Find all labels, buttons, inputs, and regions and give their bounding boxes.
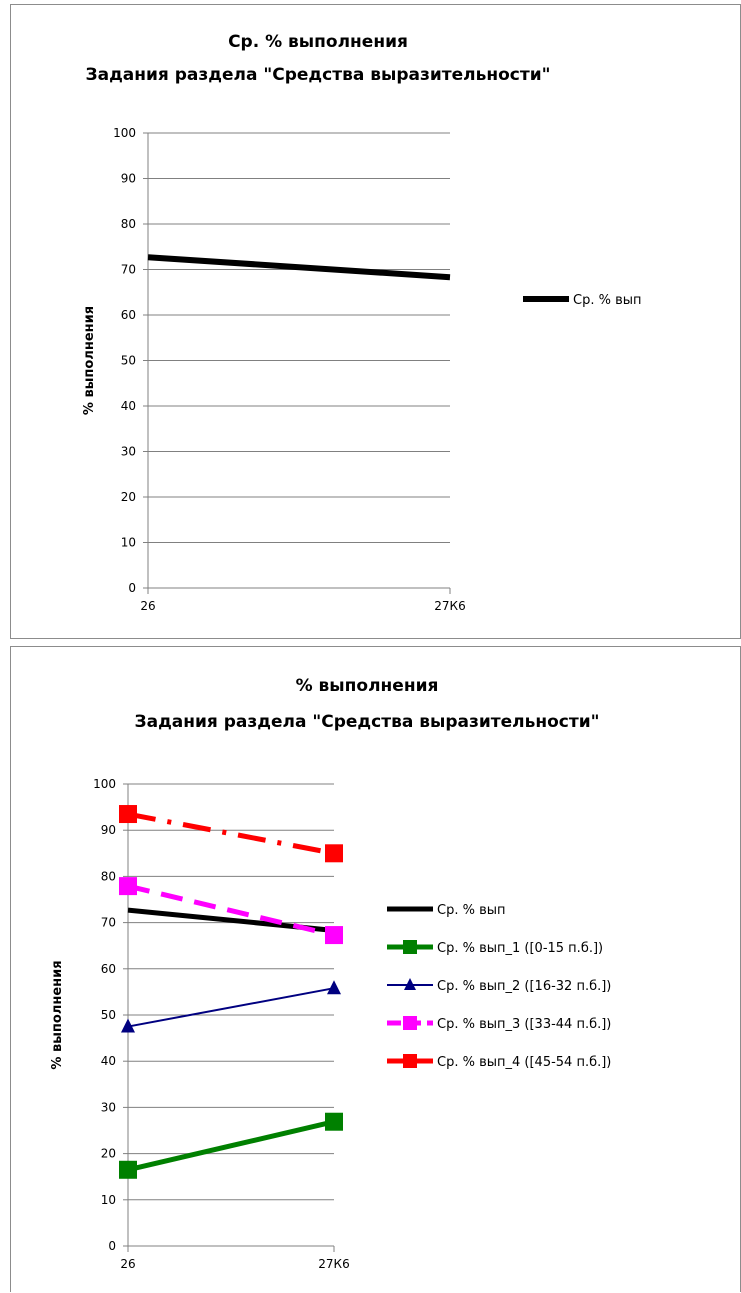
- y-tick-label: 40: [101, 1054, 116, 1068]
- y-tick-label: 30: [101, 1100, 116, 1114]
- chart-title: Ср. % выполнения: [228, 32, 408, 52]
- y-tick-label: 0: [108, 1239, 116, 1253]
- series-line: [127, 811, 335, 856]
- chart-2: % выполнения Задания раздела "Средства вы…: [50, 676, 611, 1271]
- y-tick-label: 80: [121, 217, 136, 231]
- chart-1: Ср. % выполнения Задания раздела "Средств…: [82, 32, 642, 613]
- chart-panel-1: Ср. % выполнения Задания раздела "Средств…: [10, 4, 741, 639]
- data-point: [119, 877, 137, 896]
- data-point: [325, 844, 343, 863]
- data-point: [325, 926, 343, 945]
- y-tick-label: 50: [121, 354, 136, 368]
- y-tick-label: 100: [93, 777, 116, 791]
- legend-label: Ср. % вып_4 ([45-54 п.б.]): [437, 1055, 611, 1070]
- y-tick-label: 60: [101, 962, 116, 976]
- y-axis-label: % выполнения: [50, 960, 65, 1069]
- legend-marker: [403, 1016, 417, 1030]
- chart-subtitle: Задания раздела "Средства выразительност…: [135, 712, 600, 732]
- y-tick-label: 80: [101, 869, 116, 883]
- y-tick-label: 60: [121, 308, 136, 322]
- series-line: [127, 883, 335, 938]
- data-point: [327, 980, 341, 995]
- legend-label: Ср. % вып_1 ([0-15 п.б.]): [437, 941, 603, 956]
- y-tick-label: 10: [101, 1193, 116, 1207]
- y-tick-label: 70: [121, 263, 136, 277]
- chart-subtitle: Задания раздела "Средства выразительност…: [86, 65, 551, 85]
- y-tick-label: 20: [121, 490, 136, 504]
- data-point: [325, 1112, 343, 1131]
- y-tick-label: 20: [101, 1147, 116, 1161]
- y-tick-label: 70: [101, 916, 116, 930]
- x-tick-label: 27К6: [434, 599, 465, 613]
- data-point: [121, 1018, 135, 1033]
- series-line: [147, 254, 451, 281]
- legend-label: Ср. % вып: [573, 293, 642, 308]
- y-tick-label: 90: [121, 172, 136, 186]
- legend-label: Ср. % вып_2 ([16-32 п.б.]): [437, 979, 611, 994]
- x-tick-label: 27К6: [318, 1257, 349, 1271]
- legend-label: Ср. % вып: [437, 903, 506, 918]
- y-tick-label: 40: [121, 399, 136, 413]
- y-tick-label: 10: [121, 536, 136, 550]
- y-tick-label: 100: [113, 126, 136, 140]
- y-tick-label: 50: [101, 1008, 116, 1022]
- series-line: [127, 987, 335, 1028]
- data-point: [119, 1160, 137, 1179]
- legend-marker: [403, 940, 417, 954]
- legend-marker: [403, 1054, 417, 1068]
- y-tick-label: 90: [101, 823, 116, 837]
- chart-panel-2: % выполнения Задания раздела "Средства вы…: [10, 646, 741, 1292]
- data-point: [119, 805, 137, 824]
- legend-label: Ср. % вып_3 ([33-44 п.б.]): [437, 1017, 611, 1032]
- legend-marker: [404, 978, 416, 990]
- y-axis-label: % выполнения: [82, 306, 97, 415]
- y-tick-label: 0: [128, 581, 136, 595]
- chart-title: % выполнения: [296, 676, 439, 696]
- x-tick-label: 26: [120, 1257, 135, 1271]
- y-tick-label: 30: [121, 445, 136, 459]
- series-line: [127, 1119, 335, 1173]
- x-tick-label: 26: [140, 599, 155, 613]
